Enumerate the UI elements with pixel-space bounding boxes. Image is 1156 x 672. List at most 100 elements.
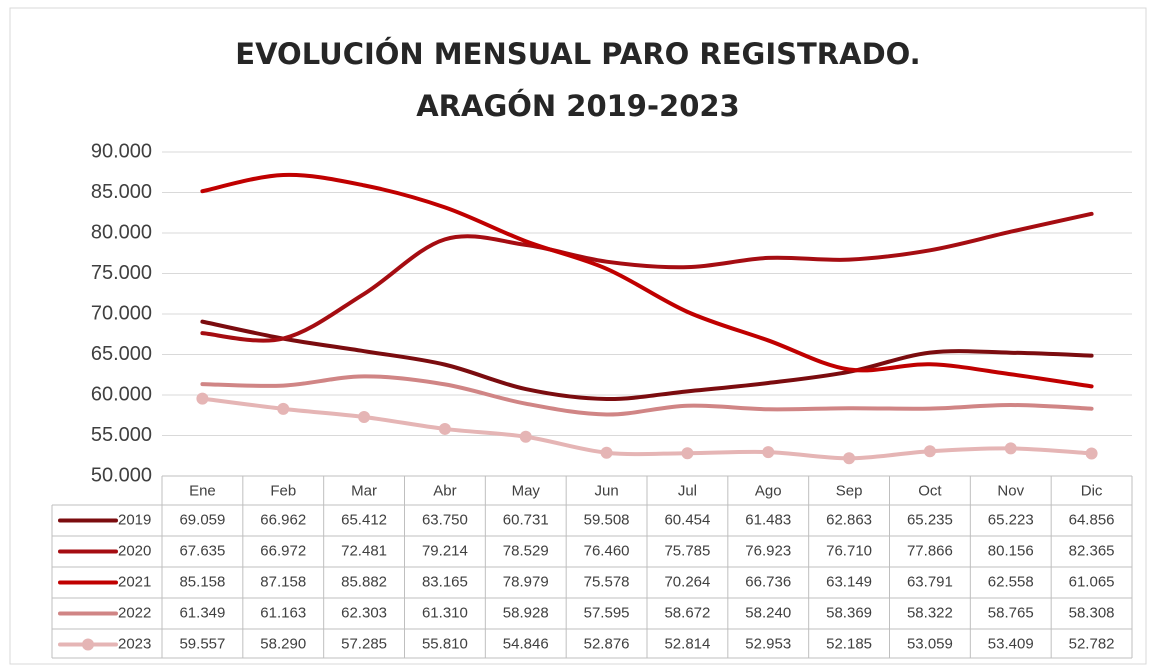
- table-value: 78.979: [503, 573, 549, 590]
- table-value: 61.310: [422, 604, 468, 621]
- table-value: 57.285: [341, 635, 387, 652]
- table-value: 79.214: [422, 542, 468, 559]
- series-marker: [1085, 447, 1098, 460]
- x-tick-label: Dic: [1081, 482, 1103, 499]
- series-line: [200, 319, 1094, 401]
- table-value: 59.508: [584, 511, 630, 528]
- legend-label: 2021: [118, 573, 151, 590]
- chart-frame: [9, 7, 1147, 665]
- x-tick-label: Abr: [433, 482, 456, 499]
- series-marker: [519, 430, 532, 443]
- x-tick-label: Ene: [189, 482, 216, 499]
- table-value: 76.460: [584, 542, 630, 559]
- y-tick-label: 80.000: [91, 221, 152, 243]
- x-tick-label: Mar: [351, 482, 377, 499]
- table-value: 61.163: [260, 604, 306, 621]
- table-value: 66.972: [260, 542, 306, 559]
- table-value: 58.672: [664, 604, 710, 621]
- x-tick-label: Nov: [997, 482, 1024, 499]
- x-tick-label: Jul: [678, 482, 697, 499]
- table-value: 80.156: [988, 542, 1034, 559]
- x-tick-label: Ago: [755, 482, 782, 499]
- table-value: 53.059: [907, 635, 953, 652]
- legend-label: 2020: [118, 542, 151, 559]
- table-value: 82.365: [1069, 542, 1115, 559]
- table-value: 62.558: [988, 573, 1034, 590]
- table-value: 58.308: [1069, 604, 1115, 621]
- table-value: 58.765: [988, 604, 1034, 621]
- table-value: 61.349: [179, 604, 225, 621]
- y-tick-label: 55.000: [91, 424, 152, 446]
- table-value: 63.750: [422, 511, 468, 528]
- table-value: 52.876: [584, 635, 630, 652]
- table-value: 70.264: [664, 573, 710, 590]
- table-value: 87.158: [260, 573, 306, 590]
- table-value: 54.846: [503, 635, 549, 652]
- legend-label: 2022: [118, 604, 151, 621]
- table-value: 58.290: [260, 635, 306, 652]
- series-marker: [438, 422, 451, 435]
- table-value: 65.412: [341, 511, 387, 528]
- chart-title: EVOLUCIÓN MENSUAL PARO REGISTRADO. ARAGÓ…: [235, 37, 921, 123]
- table-value: 75.785: [664, 542, 710, 559]
- y-tick-label: 50.000: [91, 464, 152, 486]
- table-value: 65.235: [907, 511, 953, 528]
- series-marker: [600, 446, 613, 459]
- table-value: 65.223: [988, 511, 1034, 528]
- x-tick-label: May: [512, 482, 541, 499]
- table-value: 76.923: [745, 542, 791, 559]
- table-value: 78.529: [503, 542, 549, 559]
- table-value: 83.165: [422, 573, 468, 590]
- x-tick-label: Sep: [836, 482, 863, 499]
- table-value: 58.240: [745, 604, 791, 621]
- y-tick-label: 70.000: [91, 302, 152, 324]
- table-value: 53.409: [988, 635, 1034, 652]
- series-marker: [923, 445, 936, 458]
- table-value: 52.953: [745, 635, 791, 652]
- table-value: 76.710: [826, 542, 872, 559]
- y-tick-label: 65.000: [91, 343, 152, 365]
- table-value: 72.481: [341, 542, 387, 559]
- series-line: [200, 172, 1094, 389]
- series-marker: [277, 402, 290, 415]
- y-tick-label: 60.000: [91, 383, 152, 405]
- table-value: 62.303: [341, 604, 387, 621]
- table-value: 57.595: [584, 604, 630, 621]
- table-value: 52.814: [664, 635, 710, 652]
- table-value: 58.322: [907, 604, 953, 621]
- table-value: 61.483: [745, 511, 791, 528]
- series-marker: [1004, 442, 1017, 455]
- y-tick-label: 90.000: [91, 140, 152, 162]
- series-marker: [196, 392, 209, 405]
- series-marker: [358, 410, 371, 423]
- table-value: 60.454: [664, 511, 710, 528]
- table-value: 66.736: [745, 573, 791, 590]
- table-value: 60.731: [503, 511, 549, 528]
- table-value: 52.782: [1069, 635, 1115, 652]
- table-value: 63.791: [907, 573, 953, 590]
- x-tick-label: Feb: [270, 482, 296, 499]
- table-value: 61.065: [1069, 573, 1115, 590]
- table-value: 64.856: [1069, 511, 1115, 528]
- y-tick-label: 75.000: [91, 262, 152, 284]
- table-value: 75.578: [584, 573, 630, 590]
- table-value: 69.059: [179, 511, 225, 528]
- series-marker: [681, 447, 694, 460]
- table-value: 58.928: [503, 604, 549, 621]
- series-line: [200, 374, 1094, 417]
- table-value: 58.369: [826, 604, 872, 621]
- table-value: 66.962: [260, 511, 306, 528]
- table-value: 59.557: [179, 635, 225, 652]
- series-marker: [762, 446, 775, 459]
- y-tick-label: 85.000: [91, 181, 152, 203]
- table-value: 62.863: [826, 511, 872, 528]
- table-value: 52.185: [826, 635, 872, 652]
- table-value: 67.635: [179, 542, 225, 559]
- table-value: 55.810: [422, 635, 468, 652]
- series-marker: [843, 452, 856, 465]
- x-tick-label: Oct: [918, 482, 942, 499]
- table-value: 85.158: [179, 573, 225, 590]
- legend-label: 2019: [118, 511, 151, 528]
